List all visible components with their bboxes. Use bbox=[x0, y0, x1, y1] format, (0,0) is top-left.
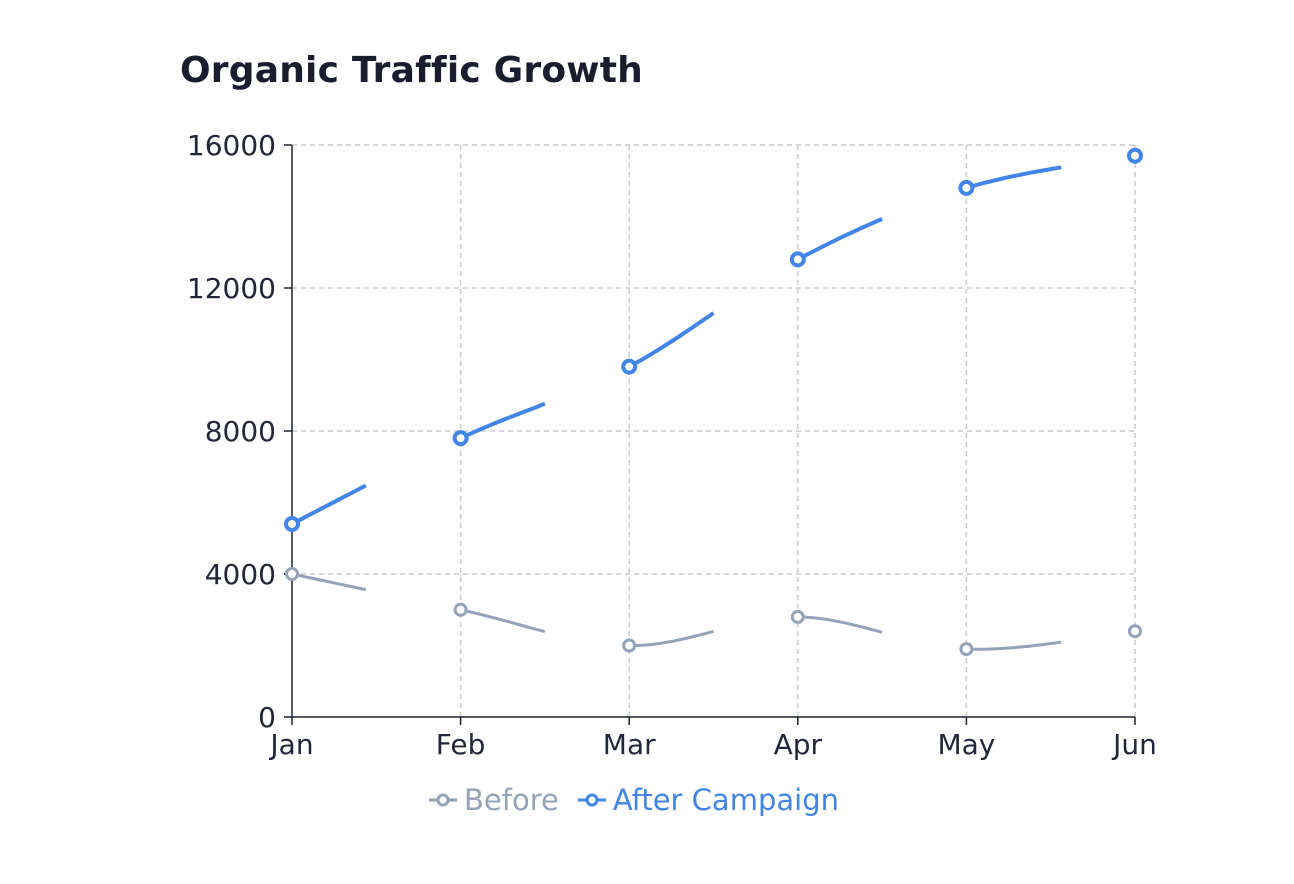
before-series-segment-feb bbox=[460, 608, 546, 634]
before-series-segment-mar bbox=[629, 629, 714, 647]
before-point-feb[interactable] bbox=[453, 602, 468, 617]
grid-lines bbox=[292, 144, 1136, 717]
x-tick-label-feb: Feb bbox=[436, 728, 486, 761]
data-points bbox=[284, 147, 1143, 657]
before-series-segment-apr bbox=[797, 615, 883, 634]
legend-after-campaign-label: After Campaign bbox=[612, 783, 839, 817]
after-series-segment-mar bbox=[628, 311, 715, 369]
legend-item-before[interactable]: Before bbox=[428, 783, 559, 817]
before-point-may[interactable] bbox=[959, 642, 974, 657]
before-series-segment-jan bbox=[291, 572, 367, 592]
before-point-jun[interactable] bbox=[1128, 624, 1142, 639]
x-tick-label-apr: Apr bbox=[774, 728, 823, 761]
after-point-mar[interactable] bbox=[621, 358, 638, 375]
y-tick-label-0: 0 bbox=[258, 701, 276, 734]
before-series-segment-may bbox=[966, 640, 1062, 651]
y-tick-label-12000: 12000 bbox=[187, 272, 276, 305]
legend: Before After Campaign bbox=[428, 783, 839, 817]
legend-after-marker-icon bbox=[577, 790, 607, 810]
after-series-segment-feb bbox=[459, 401, 546, 440]
y-tick-label-8000: 8000 bbox=[205, 415, 276, 448]
x-tick-label-jan: Jan bbox=[268, 728, 313, 761]
x-tick-label-mar: Mar bbox=[603, 728, 656, 761]
before-point-apr[interactable] bbox=[790, 609, 805, 624]
legend-item-after-campaign[interactable]: After Campaign bbox=[577, 783, 839, 817]
axes bbox=[284, 144, 1136, 725]
after-point-jun[interactable] bbox=[1127, 147, 1143, 164]
x-tick-label-jun: Jun bbox=[1111, 728, 1157, 761]
after-point-feb[interactable] bbox=[452, 430, 469, 447]
series-lines bbox=[291, 165, 1062, 651]
before-point-jan[interactable] bbox=[285, 567, 299, 581]
after-point-jan[interactable] bbox=[284, 515, 300, 532]
before-point-mar[interactable] bbox=[622, 638, 637, 653]
tick-labels: 0 4000 8000 12000 16000 Jan Feb Mar Apr May Jun bbox=[187, 129, 1157, 761]
y-tick-label-4000: 4000 bbox=[205, 558, 276, 591]
chart-title: Organic Traffic Growth bbox=[180, 50, 643, 91]
after-point-may[interactable] bbox=[958, 179, 975, 196]
legend-before-marker-icon bbox=[428, 790, 458, 810]
after-series-segment-apr bbox=[796, 217, 883, 262]
after-series-segment-jan bbox=[291, 483, 367, 526]
after-point-apr[interactable] bbox=[789, 251, 806, 268]
x-tick-label-may: May bbox=[937, 728, 995, 761]
after-series-segment-may bbox=[965, 165, 1062, 190]
y-tick-label-16000: 16000 bbox=[187, 129, 276, 162]
legend-before-label: Before bbox=[464, 783, 559, 817]
